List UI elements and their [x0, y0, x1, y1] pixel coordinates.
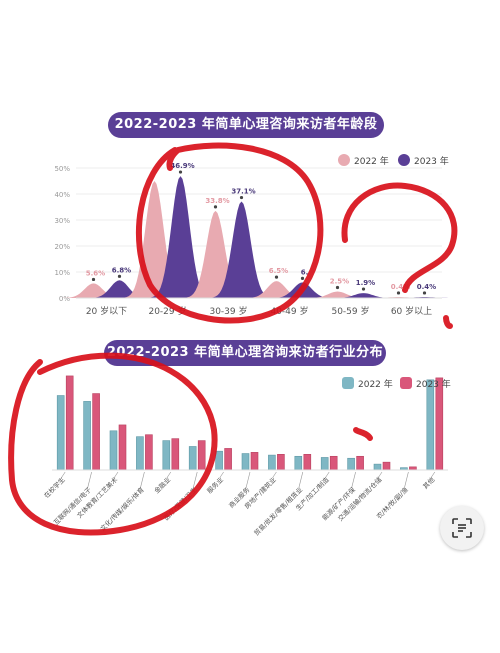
industry-bar-2023 [435, 377, 444, 471]
label-leader [245, 471, 251, 489]
industry-bar-2023 [92, 393, 100, 471]
industry-bar-2023 [65, 375, 74, 471]
x-tick-label: 50-59 岁 [331, 305, 369, 317]
label-leader [404, 471, 409, 489]
y-tick-label: 40% [54, 191, 70, 199]
industry-bar-2023 [303, 454, 312, 471]
industry-bar-2022 [56, 395, 65, 471]
scan-text-icon [452, 518, 472, 538]
industry-bar-2022 [373, 463, 382, 471]
industry-bar-2022 [162, 440, 171, 471]
industry-bar-2023 [145, 434, 153, 471]
y-tick-label: 30% [54, 217, 70, 225]
legend-label: 2022 年 [354, 155, 389, 167]
x-tick-label: 60 岁以上 [391, 305, 432, 317]
industry-bar-2022 [83, 401, 91, 471]
legend-swatch [338, 154, 350, 166]
label-leader [324, 471, 330, 479]
scan-text-button[interactable] [440, 506, 484, 550]
x-tick-label: 医疗/保健/卫生 [162, 485, 199, 522]
industry-chart-title: 2022-2023 年简单心理咨询来访者行业分布情况 [104, 340, 386, 386]
legend-label: 2023 年 [414, 155, 449, 167]
industry-bar-2023 [197, 440, 206, 471]
data-point [117, 274, 122, 278]
industry-bar-2023 [329, 455, 338, 471]
industry-bar-2022 [294, 455, 303, 471]
y-tick-label: 20% [54, 243, 70, 251]
industry-bar-2022 [241, 453, 250, 471]
industry-bar-2022 [320, 457, 329, 471]
legend-swatch [398, 154, 410, 166]
x-tick-label: 金融业 [152, 475, 173, 496]
age-area-2022 [57, 283, 130, 298]
industry-bar-2022 [268, 454, 276, 471]
industry-bar-2022 [347, 457, 355, 471]
industry-bar-2023 [277, 454, 285, 471]
legend-swatch [400, 377, 412, 389]
x-tick-label: 20 岁以下 [86, 305, 127, 317]
data-label: 5.6% [86, 269, 105, 277]
industry-bar-2023 [171, 438, 180, 471]
industry-bar-2023 [224, 448, 232, 471]
data-point [335, 285, 340, 290]
industry-bar-2022 [136, 436, 144, 471]
age-area-2023 [327, 293, 400, 298]
industry-bar-2023 [118, 424, 127, 471]
legend-swatch [342, 377, 354, 389]
x-tick-label: 服务业 [205, 475, 226, 496]
legend-label: 2023 年 [416, 378, 451, 390]
industry-bar-2022 [109, 430, 118, 471]
label-leader [219, 471, 224, 479]
y-tick-label: 10% [54, 269, 70, 277]
label-leader [430, 471, 436, 479]
label-leader [192, 471, 198, 489]
industry-bar-2023 [250, 452, 259, 471]
industry-bar-2023 [382, 461, 391, 471]
x-tick-label: 其他 [421, 475, 437, 491]
y-tick-label: 50% [54, 165, 70, 173]
y-tick-label: 0% [59, 295, 70, 303]
industry-bar-2023 [356, 455, 364, 471]
x-tick-label: 在校学生 [42, 475, 67, 500]
data-label: 2.5% [330, 278, 349, 286]
age-area-2023 [83, 280, 156, 298]
industry-bar-2022 [215, 450, 223, 471]
label-leader [140, 471, 145, 489]
label-leader [351, 471, 356, 489]
age-area-2022 [301, 291, 374, 298]
industry-bar-2022 [426, 379, 435, 471]
label-leader [298, 471, 304, 489]
data-label: 6.8% [112, 266, 131, 274]
data-point [91, 277, 96, 282]
label-leader [87, 471, 92, 489]
legend-label: 2022 年 [358, 378, 393, 390]
industry-bar-2022 [188, 446, 197, 471]
label-leader [272, 471, 277, 479]
label-leader [377, 471, 383, 479]
x-tick-label: 农/林/牧/副/渔 [374, 485, 410, 521]
